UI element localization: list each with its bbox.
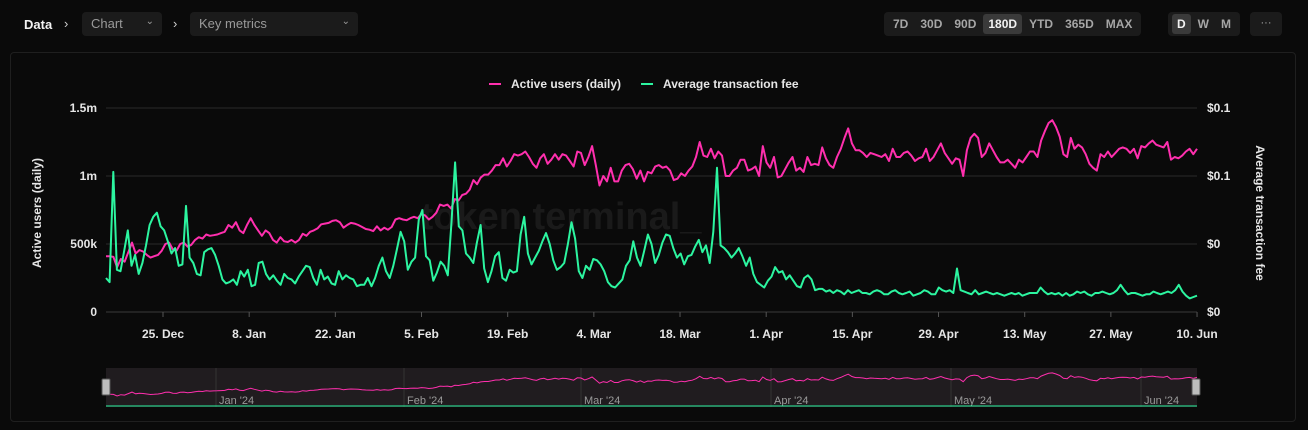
navigator-selection[interactable] xyxy=(106,368,1197,407)
x-tick-label: 13. May xyxy=(1003,327,1047,341)
x-tick-label: 19. Feb xyxy=(487,327,528,341)
x-tick-label: 27. May xyxy=(1089,327,1133,341)
granularity-w-button[interactable]: W xyxy=(1197,17,1209,31)
range-365d-button[interactable]: 365D xyxy=(1065,17,1094,31)
x-tick-label: 22. Jan xyxy=(315,327,356,341)
legend-label-avg-fee: Average transaction fee xyxy=(663,77,799,91)
granularity-m-button[interactable]: M xyxy=(1221,17,1231,31)
chart-svg: token terminal_ Active users (daily) Ave… xyxy=(30,77,1267,407)
granularity-d-button[interactable]: D xyxy=(1172,14,1191,34)
range-navigator[interactable]: Jan '24 Feb '24 Mar '24 Apr '24 May '24 Jun '… xyxy=(101,368,1201,407)
series-line-avg-fee xyxy=(105,161,1198,300)
navigator-month-label: Mar '24 xyxy=(584,395,620,407)
x-tick-label: 8. Jan xyxy=(232,327,266,341)
x-tick-label: 29. Apr xyxy=(918,327,959,341)
right-tick-label: $0.1 xyxy=(1207,101,1231,115)
navigator-month-label: May '24 xyxy=(954,395,992,407)
watermark: token terminal_ xyxy=(421,196,703,238)
right-axis-ticks: $0 $0 $0.1 $0.1 xyxy=(1207,101,1231,319)
breadcrumb-data[interactable]: Data xyxy=(24,17,53,32)
chart-type-select[interactable]: Chart ⌄ xyxy=(82,12,162,36)
chart-panel: token terminal_ Active users (daily) Ave… xyxy=(10,52,1296,422)
right-tick-label: $0 xyxy=(1207,237,1221,251)
legend-item-avg-fee[interactable]: Average transaction fee xyxy=(641,77,799,91)
chevron-right-icon: › xyxy=(64,16,69,31)
more-options-button[interactable]: ··· xyxy=(1250,12,1282,36)
navigator-month-label: Apr '24 xyxy=(774,395,809,407)
x-tick-label: 18. Mar xyxy=(659,327,701,341)
navigator-handle-right[interactable] xyxy=(1191,378,1201,396)
left-tick-label: 0 xyxy=(90,305,97,319)
range-max-button[interactable]: MAX xyxy=(1105,17,1133,31)
chevron-right-icon: › xyxy=(173,16,178,31)
left-tick-label: 1.5m xyxy=(70,101,97,115)
chevron-down-icon: ⌄ xyxy=(145,16,154,27)
range-180d-button[interactable]: 180D xyxy=(983,14,1023,34)
metric-label: Key metrics xyxy=(199,16,267,31)
time-range-group: 7D 30D 90D 180D YTD 365D MAX xyxy=(884,12,1142,36)
toolbar: Data › Chart ⌄ › Key metrics ⌄ 7D 30D 90D 1… xyxy=(10,8,1298,44)
navigator-month-label: Jan '24 xyxy=(219,395,254,407)
series-line-active-users xyxy=(106,119,1198,269)
right-tick-label: $0 xyxy=(1207,305,1221,319)
right-axis-label: Average transaction fee xyxy=(1253,145,1267,281)
navigator-month-label: Jun '24 xyxy=(1144,395,1179,407)
right-tick-label: $0.1 xyxy=(1207,169,1231,183)
range-ytd-button[interactable]: YTD xyxy=(1029,17,1054,31)
x-tick-label: 10. Jun xyxy=(1176,327,1217,341)
left-axis-label: Active users (daily) xyxy=(30,158,44,268)
legend-item-active-users[interactable]: Active users (daily) xyxy=(489,77,621,91)
chart-type-label: Chart xyxy=(91,16,123,31)
x-tick-label: 4. Mar xyxy=(577,327,612,341)
navigator-months: Jan '24 Feb '24 Mar '24 Apr '24 May '24 Jun '… xyxy=(215,368,1179,407)
legend: Active users (daily) Average transaction… xyxy=(489,77,799,91)
range-30d-button[interactable]: 30D xyxy=(920,17,943,31)
left-axis-ticks: 0 500k 1m 1.5m xyxy=(70,101,98,319)
range-7d-button[interactable]: 7D xyxy=(893,17,909,31)
x-axis-ticks: 25. Dec 8. Jan 22. Jan 5. Feb 19. Feb 4. Mar 1… xyxy=(142,312,1218,341)
navigator-line-active-users xyxy=(106,372,1198,397)
x-tick-label: 5. Feb xyxy=(404,327,439,341)
legend-label-active-users: Active users (daily) xyxy=(511,77,621,91)
navigator-handle-left[interactable] xyxy=(101,378,111,396)
navigator-month-label: Feb '24 xyxy=(407,395,443,407)
metric-select[interactable]: Key metrics ⌄ xyxy=(190,12,358,36)
chevron-down-icon: ⌄ xyxy=(341,16,350,27)
left-tick-label: 500k xyxy=(70,237,97,251)
x-tick-label: 15. Apr xyxy=(832,327,873,341)
range-90d-button[interactable]: 90D xyxy=(954,17,977,31)
left-tick-label: 1m xyxy=(80,169,97,183)
x-tick-label: 25. Dec xyxy=(142,327,184,341)
x-tick-label: 1. Apr xyxy=(749,327,783,341)
